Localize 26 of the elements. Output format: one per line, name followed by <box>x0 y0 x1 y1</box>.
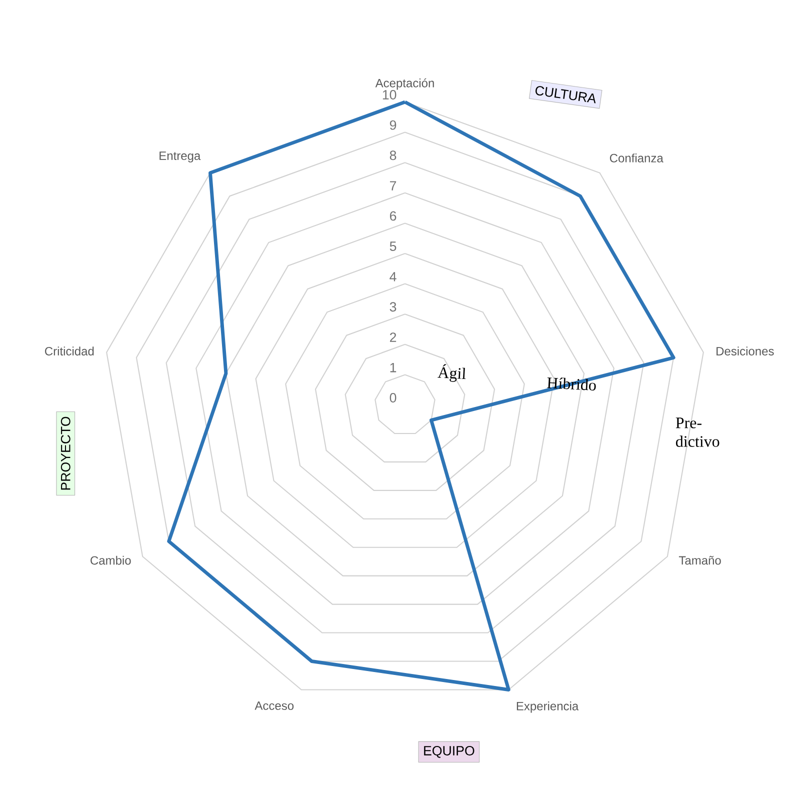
text: Híbrido <box>546 378 596 391</box>
y-tick-label: 6 <box>390 211 396 221</box>
y-tick-label: 10 <box>382 90 396 100</box>
spoke-label: Tamaño <box>678 556 721 565</box>
y-tick-label: 3 <box>390 302 396 312</box>
spoke-label: Acceso <box>254 702 294 710</box>
spoke-label: Aceptación <box>375 78 434 90</box>
spoke-label: Experiencia <box>516 702 579 713</box>
spoke-label: Entrega <box>160 152 201 162</box>
spoke-label: Criticidad <box>45 346 94 356</box>
text: EQUIPO <box>424 746 474 758</box>
y-tick-label: 4 <box>390 272 396 282</box>
text: Pre-dictivo <box>676 418 720 447</box>
text: PROYECTO <box>60 416 70 490</box>
spoke-label: Cambio <box>90 556 131 565</box>
spoke-label: Confianza <box>610 154 664 162</box>
y-tick-label: 9 <box>390 120 396 130</box>
y-tick-label: 2 <box>390 332 396 342</box>
spoke-label: Desiciones <box>716 346 774 356</box>
text: Ágil <box>438 364 466 382</box>
y-tick-label: 1 <box>390 363 396 372</box>
y-tick-label: 5 <box>390 242 396 251</box>
y-tick-label: 7 <box>390 181 396 190</box>
y-tick-label: 8 <box>390 150 396 160</box>
text: CULTURA <box>536 86 596 104</box>
y-tick-label: 0 <box>390 393 396 402</box>
